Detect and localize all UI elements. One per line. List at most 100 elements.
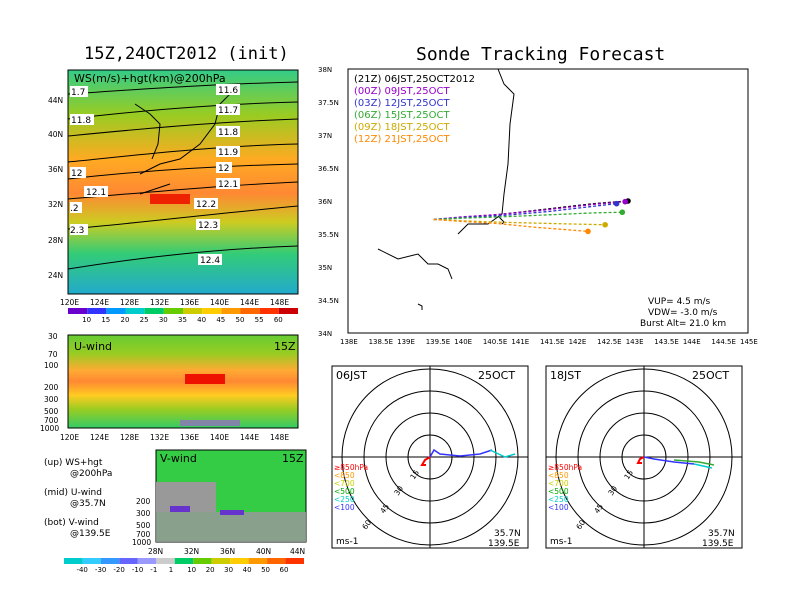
hodograph-06jst: 06JST 25OCT 15 30 45 60 ≥850hPa <850 <70… [331,365,529,549]
v-ytick: 700 [136,530,151,539]
contour-label-4: 11.9 [218,148,238,158]
v-wind-time: 15Z [282,452,304,465]
contour-label-15: 2.3 [70,226,84,236]
colorbar2-tick: -20 [113,566,124,574]
track-line-4 [433,218,606,226]
track-lon-tick: 140.5E [483,338,507,346]
contour-label-10: 1.7 [71,88,85,98]
v-xtick: 36N [220,547,235,556]
track-lon-tick: 143E [626,338,644,346]
colorbar2-swatch [119,558,138,564]
track-legend-1: (00Z) 09JST,25OCT [354,86,450,97]
u-ytick: 500 [44,407,59,416]
colorbar2-swatch [82,558,101,564]
colorbar-tick: 60 [274,316,283,324]
lon-tick: 132E [150,298,169,307]
track-lat-tick: 35N [318,264,332,272]
burst-point-4 [602,221,608,228]
lat-tick: 24N [48,271,63,280]
u-xtick: 136E [180,433,199,442]
track-line-5 [433,218,589,233]
track-legend-0: (21Z) 06JST,25OCT2012 [354,74,475,85]
colorbar2-tick: 10 [187,566,196,574]
contour-label-6: 12.1 [218,180,238,190]
colorbar2-swatch [211,558,231,564]
v-ytick: 1000 [132,538,151,547]
colorbar-tick: 45 [216,316,225,324]
u-xtick: 132E [150,433,169,442]
track-legend-4: (09Z) 18JST,25OCT [354,122,450,133]
colorbar2-swatch [174,558,194,564]
lat-tick: 36N [48,165,63,174]
track-lon-tick: 141.5E [540,338,564,346]
colorbar-swatch [221,308,241,314]
hodo-left-loc1: 35.7N [494,529,521,539]
v-ytick: 500 [136,521,151,530]
colorbar-swatch [106,308,126,314]
track-lon-tick: 144.5E [711,338,735,346]
colorbar2-swatch [285,558,304,564]
track-lon-tick: 139E [397,338,415,346]
u-xtick: 144E [240,433,259,442]
legend-mid: (mid) U-wind [44,488,102,498]
colorbar2-swatch [267,558,286,564]
colorbar2-tick: -40 [76,566,87,574]
colorbar2-tick: -1 [150,566,157,574]
track-lon-tick: 141E [511,338,529,346]
v-xtick: 28N [148,547,163,556]
hodo-right-time: 18JST [550,369,581,382]
lon-tick: 136E [180,298,199,307]
colorbar-tick: 15 [101,316,110,324]
track-lat-tick: 35.5N [318,231,339,239]
lat-tick: 44N [48,96,63,105]
colorbar-swatch [87,308,107,314]
u-ytick: 70 [48,350,58,359]
colorbar2-swatch [100,558,120,564]
colorbar-swatch [202,308,222,314]
v-xtick: 32N [184,547,199,556]
colorbar2-tick: 1 [169,566,173,574]
lat-tick: 28N [48,236,63,245]
hodo-left-leg-3: <500 [334,487,355,496]
legend-up2: @200hPa [70,469,113,479]
lon-tick: 124E [90,298,109,307]
colorbar-tick: 25 [140,316,149,324]
legend-bot2: @139.5E [70,529,111,539]
burst-point-2 [613,200,620,207]
contour-label-9: 12.4 [200,256,220,266]
burst-point-5 [585,228,591,235]
hodo-right-leg-4: <250 [548,495,569,504]
contour-label-13: 12.1 [86,188,106,198]
lat-tick: 32N [48,200,63,209]
track-lon-tick: 144E [683,338,701,346]
u-wind-max [185,374,225,384]
track-map: (21Z) 06JST,25OCT2012 (00Z) 09JST,25OCT … [318,66,758,346]
colorbar-tick: 35 [178,316,187,324]
colorbar2-tick: 60 [280,566,289,574]
jet-core [150,194,190,204]
colorbar2-swatch [64,558,83,564]
v-xtick: 40N [256,547,271,556]
contour-label-14: .2 [70,204,79,214]
u-xtick: 140E [210,433,229,442]
contour-label-11: 11.8 [71,116,91,126]
lon-tick: 144E [240,298,259,307]
track-lat-tick: 34N [318,330,332,338]
track-line-3 [433,211,623,221]
u-xtick: 124E [90,433,109,442]
contour-label-12: 12 [71,169,82,179]
colorbar-swatch [68,308,88,314]
wind-height-map: 11.6 11.7 11.8 11.9 12 12.1 12.2 12.3 12… [48,69,299,324]
track-lat-tick: 37.5N [318,99,339,107]
u-ytick: 1000 [40,424,59,433]
right-title: Sonde Tracking Forecast [416,44,666,65]
colorbar2-tick: -10 [132,566,143,574]
colorbar-tick: 10 [82,316,91,324]
colorbar2-swatch [156,558,175,564]
track-lat-tick: 36.5N [318,165,339,173]
hodo-left-leg-0: ≥850hPa [334,463,368,472]
track-lat-tick: 38N [318,66,332,74]
contour-label-5: 12 [218,164,229,174]
contour-label-2: 11.7 [218,106,238,116]
hodo-left-leg-1: <850 [334,471,355,480]
